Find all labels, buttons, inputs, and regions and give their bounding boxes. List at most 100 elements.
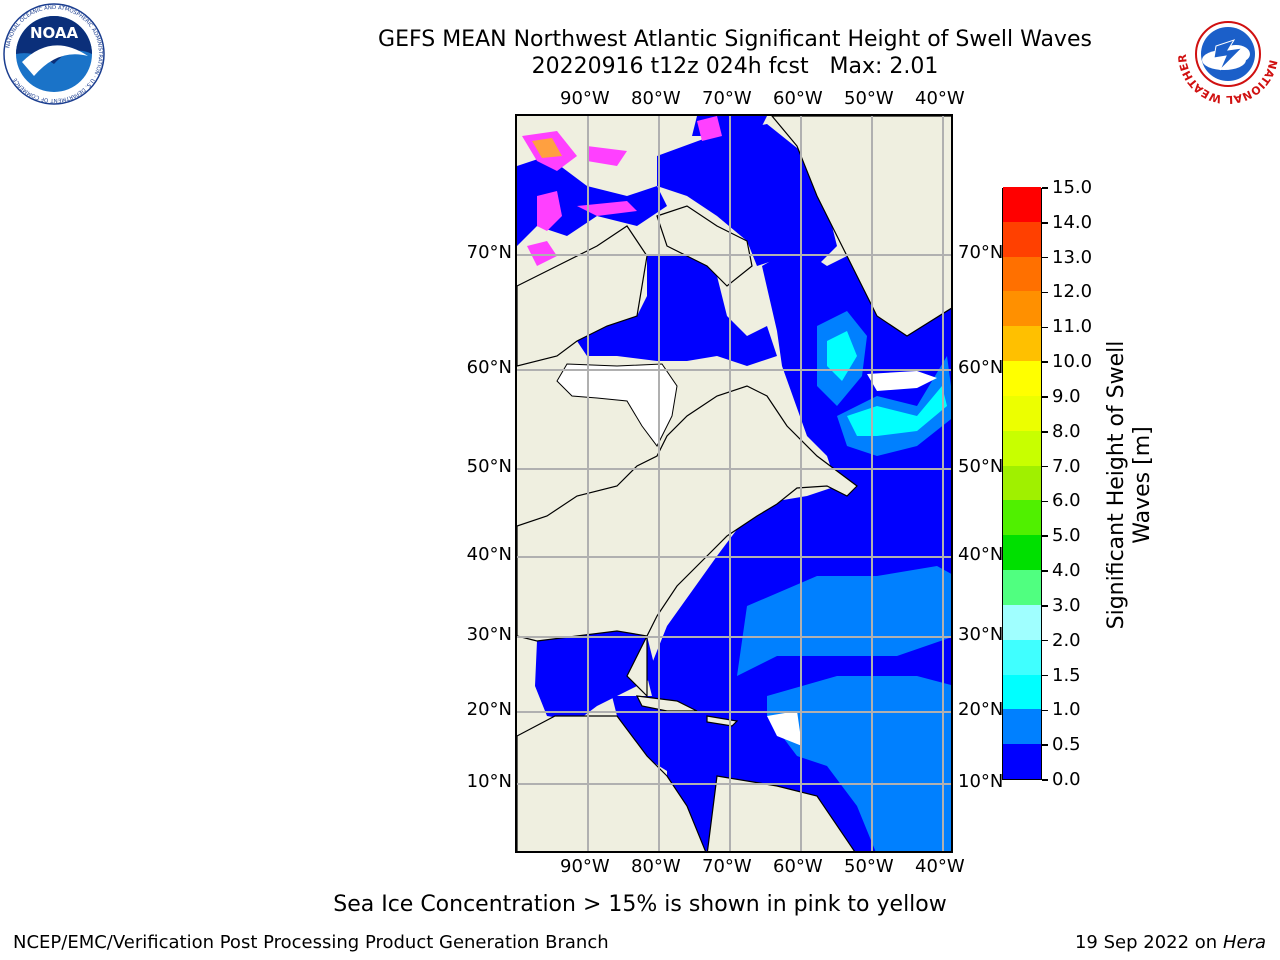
- lon-label-top: 90°W: [560, 88, 610, 109]
- colorbar-tick-label: 8.0: [1052, 420, 1081, 442]
- colorbar-tick: [1042, 431, 1048, 433]
- colorbar-tick: [1042, 779, 1048, 781]
- colorbar-tick-label: 1.5: [1052, 664, 1081, 686]
- colorbar-segment: [1003, 325, 1041, 362]
- lat-label-right: 40°N: [958, 544, 1004, 565]
- colorbar-segment: [1003, 708, 1041, 745]
- colorbar-segment: [1003, 290, 1041, 327]
- map-subtitle: 20220916 t12z 024h fcst Max: 2.01: [531, 54, 939, 79]
- map-title: GEFS MEAN Northwest Atlantic Significant…: [378, 27, 1092, 52]
- lat-label-right: 60°N: [958, 357, 1004, 378]
- colorbar-segment: [1003, 569, 1041, 605]
- colorbar-tick: [1042, 256, 1048, 259]
- colorbar-tick-label: 12.0: [1052, 281, 1093, 303]
- colorbar-tick: [1042, 744, 1048, 746]
- graticule: [517, 116, 951, 851]
- lat-label-left: 60°N: [466, 357, 512, 378]
- lat-label-left: 10°N: [466, 771, 512, 792]
- colorbar-segment: [1003, 256, 1041, 292]
- lat-label-left: 70°N: [466, 242, 512, 263]
- colorbar-label: Significant Height of Swell Waves [m]: [1104, 341, 1156, 630]
- colorbar: [1002, 186, 1042, 780]
- lon-label-bottom: 60°W: [773, 856, 823, 877]
- colorbar-segment: [1003, 395, 1041, 431]
- colorbar-segment: [1003, 360, 1041, 396]
- colorbar-label-line1: Significant Height of Swell: [1104, 340, 1129, 630]
- colorbar-tick-label: 7.0: [1052, 455, 1081, 477]
- colorbar-tick-label: 5.0: [1052, 525, 1081, 547]
- colorbar-tick-label: 0.0: [1052, 769, 1081, 790]
- lat-label-right: 50°N: [958, 456, 1004, 477]
- noaa-emblem-icon: NOAA NATIONAL OCEANIC AND ATMOSPHERIC AD…: [3, 3, 105, 105]
- colorbar-segment: [1003, 186, 1041, 222]
- map-panel[interactable]: [515, 114, 953, 853]
- colorbar-tick: [1042, 465, 1048, 468]
- lon-label-bottom: 80°W: [631, 856, 681, 877]
- lat-label-right: 10°N: [958, 771, 1004, 792]
- lat-label-left: 40°N: [466, 544, 512, 565]
- lat-label-left: 30°N: [466, 624, 512, 645]
- colorbar-tick: [1042, 570, 1048, 572]
- colorbar-tick-label: 0.5: [1052, 734, 1081, 756]
- lon-label-top: 80°W: [631, 88, 681, 109]
- colorbar-tick-label: 11.0: [1052, 316, 1093, 338]
- lon-label-top: 70°W: [702, 88, 752, 109]
- colorbar-tick: [1042, 326, 1048, 329]
- lon-label-bottom: 50°W: [844, 856, 894, 877]
- colorbar-tick: [1042, 535, 1048, 537]
- colorbar-label-line2: Waves [m]: [1130, 426, 1155, 544]
- lon-label-top: 60°W: [773, 88, 823, 109]
- colorbar-tick: [1042, 361, 1048, 363]
- colorbar-tick-label: 10.0: [1052, 351, 1093, 373]
- colorbar-tick-label: 15.0: [1052, 177, 1093, 198]
- host-text: Hera: [1222, 932, 1266, 953]
- colorbar-tick: [1042, 674, 1048, 677]
- colorbar-tick: [1042, 222, 1048, 224]
- noaa-logo: NOAA NATIONAL OCEANIC AND ATMOSPHERIC AD…: [2, 2, 106, 106]
- credit-text: NCEP/EMC/Verification Post Processing Pr…: [13, 932, 609, 953]
- colorbar-tick: [1042, 396, 1048, 398]
- colorbar-segment: [1003, 604, 1041, 640]
- nws-logo: NATIONAL WEATHER SERVICE: [1172, 0, 1280, 106]
- lon-label-bottom: 90°W: [560, 856, 610, 877]
- lon-label-bottom: 70°W: [702, 856, 752, 877]
- colorbar-segment: [1003, 639, 1041, 675]
- land-outlines: [517, 116, 951, 851]
- colorbar-tick-label: 9.0: [1052, 385, 1081, 407]
- colorbar-segment: [1003, 465, 1041, 501]
- lat-label-left: 50°N: [466, 456, 512, 477]
- date-text: 19 Sep 2022 on: [1074, 932, 1218, 953]
- sea-ice-footnote: Sea Ice Concentration > 15% is shown in …: [333, 892, 947, 917]
- colorbar-segment: [1003, 674, 1041, 710]
- colorbar-segment: [1003, 534, 1041, 571]
- colorbar-tick: [1042, 291, 1048, 294]
- nws-emblem-icon: NATIONAL WEATHER SERVICE: [1172, 0, 1280, 106]
- colorbar-tick-label: 14.0: [1052, 211, 1093, 233]
- lon-label-top: 50°W: [844, 88, 894, 109]
- colorbar-tick: [1042, 709, 1048, 712]
- lon-label-top: 40°W: [915, 88, 965, 109]
- colorbar-segment: [1003, 743, 1041, 779]
- north-atlantic-waters: [647, 246, 951, 851]
- colorbar-tick-label: 3.0: [1052, 594, 1081, 616]
- lat-label-left: 20°N: [466, 699, 512, 720]
- colorbar-tick: [1042, 187, 1048, 189]
- lat-label-right: 20°N: [958, 699, 1004, 720]
- colorbar-tick-label: 13.0: [1052, 246, 1093, 268]
- colorbar-tick-label: 1.0: [1052, 699, 1081, 721]
- colorbar-tick: [1042, 639, 1048, 642]
- colorbar-tick-label: 2.0: [1052, 629, 1081, 651]
- colorbar-segment: [1003, 430, 1041, 466]
- lat-label-right: 30°N: [958, 624, 1004, 645]
- greenland-no-data: [867, 371, 937, 391]
- noaa-wordmark: NOAA: [30, 24, 79, 42]
- map-canvas: [517, 116, 951, 851]
- datestamp: 19 Sep 2022 on Hera: [1075, 933, 1266, 953]
- lon-label-bottom: 40°W: [915, 856, 965, 877]
- colorbar-segment: [1003, 499, 1041, 536]
- lat-label-right: 70°N: [958, 242, 1004, 263]
- colorbar-tick-label: 4.0: [1052, 560, 1081, 582]
- gulf-of-mexico: [535, 631, 657, 721]
- colorbar-tick: [1042, 605, 1048, 607]
- colorbar-segment: [1003, 221, 1041, 257]
